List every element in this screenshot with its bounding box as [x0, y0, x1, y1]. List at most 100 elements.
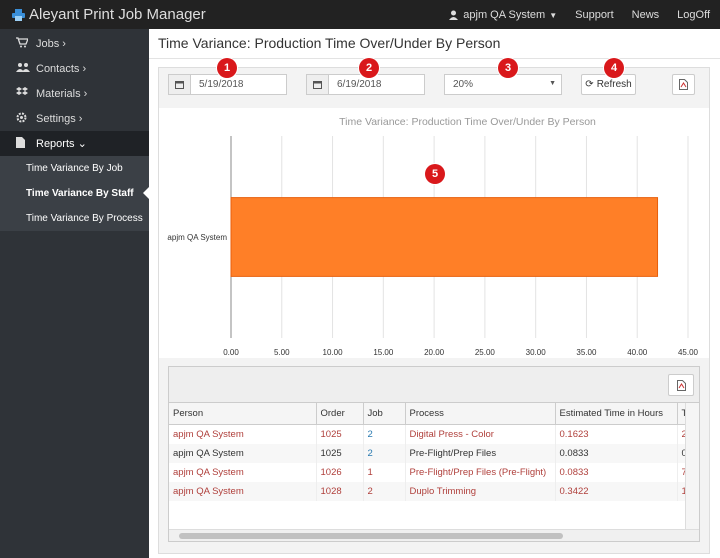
annotation-badge-3: 3	[498, 58, 518, 78]
table-row[interactable]: apjm QA System 1025 2 Pre-Flight/Prep Fi…	[169, 444, 685, 463]
cell-estimated-time: 0.0833	[555, 463, 678, 482]
table-row[interactable]: apjm QA System 1026 1 Pre-Flight/Prep Fi…	[169, 463, 685, 482]
cell-estimated-time: 0.0833	[555, 444, 678, 463]
report-panel: 5/19/2018 6/19/2018 20% ▼ ⟳ Refresh T	[158, 67, 710, 554]
chevron-right-icon: ›	[80, 87, 88, 100]
cell-order: 1025	[316, 444, 364, 463]
cart-icon	[16, 36, 32, 51]
sidebar-subitem-by-job[interactable]: Time Variance By Job	[26, 163, 123, 174]
calendar-icon[interactable]	[169, 75, 191, 94]
x-tick-label: 45.00	[678, 348, 699, 357]
chart-area: Time Variance: Production Time Over/Unde…	[159, 108, 709, 358]
cell-total: 2.	[677, 424, 685, 444]
sidebar-item-materials[interactable]: Materials ›	[0, 81, 149, 106]
page-title: Time Variance: Production Time Over/Unde…	[158, 35, 501, 51]
start-date-group[interactable]: 5/19/2018	[168, 74, 287, 95]
app-title: Aleyant Print Job Manager	[29, 6, 206, 23]
column-header-job[interactable]: Job	[363, 403, 406, 425]
sidebar: Jobs › Contacts › Materials › Settings ›…	[0, 29, 149, 558]
cell-person: apjm QA System	[169, 444, 317, 463]
cell-order: 1028	[316, 482, 364, 501]
top-navbar: Aleyant Print Job Manager apjm QA System…	[0, 0, 720, 29]
refresh-button[interactable]: ⟳ Refresh	[581, 74, 636, 95]
table-row[interactable]: apjm QA System 1025 2 Digital Press - Co…	[169, 424, 685, 444]
cell-job[interactable]: 2	[363, 444, 406, 463]
sidebar-item-label: Settings	[36, 112, 76, 125]
grid-pdf-export-button[interactable]	[668, 374, 694, 396]
cell-estimated-time: 0.3422	[555, 482, 678, 501]
table-row[interactable]: apjm QA System 1028 2 Duplo Trimming 0.3…	[169, 482, 685, 501]
main-content: Time Variance: Production Time Over/Unde…	[149, 29, 720, 558]
vertical-scrollbar[interactable]	[685, 403, 699, 529]
x-tick-label: 25.00	[475, 348, 496, 357]
cell-person: apjm QA System	[169, 482, 317, 501]
grid-toolbar	[169, 367, 699, 403]
x-tick-label: 5.00	[274, 348, 290, 357]
brand[interactable]: Aleyant Print Job Manager	[12, 6, 206, 23]
cell-job[interactable]: 2	[363, 482, 406, 501]
refresh-icon: ⟳	[585, 79, 594, 90]
user-menu[interactable]: apjm QA System ▼	[449, 9, 557, 21]
x-tick-label: 0.00	[223, 348, 239, 357]
reports-submenu: Time Variance By Job Time Variance By St…	[0, 156, 149, 231]
sidebar-item-jobs[interactable]: Jobs ›	[0, 31, 149, 56]
column-header-total[interactable]: To	[677, 403, 685, 425]
pdf-export-button[interactable]	[672, 74, 695, 95]
horizontal-scrollbar[interactable]	[169, 529, 699, 541]
cell-job[interactable]: 2	[363, 424, 406, 444]
chart-title: Time Variance: Production Time Over/Unde…	[339, 116, 596, 128]
logoff-link[interactable]: LogOff	[677, 9, 710, 21]
x-tick-label: 10.00	[323, 348, 344, 357]
scrollbar-thumb[interactable]	[179, 533, 563, 539]
results-table: Person Order Job Process Estimated Time …	[169, 403, 685, 501]
sidebar-item-contacts[interactable]: Contacts ›	[0, 56, 149, 81]
support-link[interactable]: Support	[575, 9, 614, 21]
chevron-right-icon: ›	[59, 37, 66, 50]
end-date-group[interactable]: 6/19/2018	[306, 74, 425, 95]
column-header-process[interactable]: Process	[405, 403, 556, 425]
cell-total: 7.	[677, 463, 685, 482]
top-nav-links: apjm QA System ▼ Support News LogOff	[431, 9, 710, 21]
grid-body[interactable]: Person Order Job Process Estimated Time …	[169, 403, 685, 528]
sidebar-item-label: Reports	[36, 137, 75, 150]
annotation-badge-4: 4	[604, 58, 624, 78]
threshold-value: 20%	[453, 79, 474, 90]
cell-process: Duplo Trimming	[405, 482, 556, 501]
sidebar-item-settings[interactable]: Settings ›	[0, 106, 149, 131]
calendar-icon[interactable]	[307, 75, 329, 94]
cell-process: Pre-Flight/Prep Files	[405, 444, 556, 463]
column-header-estimated-time[interactable]: Estimated Time in Hours	[555, 403, 678, 425]
annotation-badge-1: 1	[217, 58, 237, 78]
sidebar-item-reports[interactable]: Reports ⌄	[0, 131, 149, 156]
cell-order: 1025	[316, 424, 364, 444]
x-tick-label: 15.00	[373, 348, 394, 357]
x-tick-label: 20.00	[424, 348, 445, 357]
sidebar-item-label: Materials	[36, 87, 81, 100]
sidebar-subitem-by-staff[interactable]: Time Variance By Staff	[0, 181, 149, 206]
end-date-input[interactable]: 6/19/2018	[337, 79, 382, 90]
cell-job[interactable]: 1	[363, 463, 406, 482]
cell-total: 1.	[677, 482, 685, 501]
bar	[230, 197, 659, 277]
start-date-input[interactable]: 5/19/2018	[199, 79, 244, 90]
cell-process: Digital Press - Color	[405, 424, 556, 444]
user-icon	[449, 10, 459, 20]
select-arrow-icon: ▼	[549, 80, 556, 87]
annotation-badge-5: 5	[425, 164, 445, 184]
chevron-right-icon: ›	[75, 112, 83, 125]
sidebar-subitem-by-process[interactable]: Time Variance By Process	[26, 213, 143, 224]
results-grid: Person Order Job Process Estimated Time …	[168, 366, 700, 542]
cell-person: apjm QA System	[169, 424, 317, 444]
y-category-label: apjm QA System	[167, 233, 227, 242]
column-header-person[interactable]: Person	[169, 403, 317, 425]
sidebar-item-label: Contacts	[36, 62, 80, 75]
sidebar-item-label: Jobs	[36, 37, 60, 50]
cell-order: 1026	[316, 463, 364, 482]
x-tick-label: 40.00	[627, 348, 648, 357]
column-header-order[interactable]: Order	[316, 403, 364, 425]
cell-total: 0.	[677, 444, 685, 463]
user-name: apjm QA System	[463, 9, 546, 21]
news-link[interactable]: News	[631, 9, 660, 21]
users-icon	[16, 62, 32, 75]
printer-logo-icon	[12, 8, 25, 21]
